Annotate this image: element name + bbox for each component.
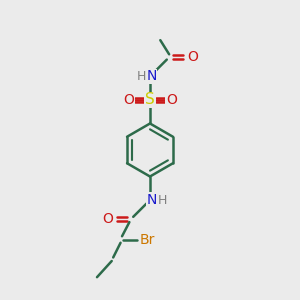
- Text: O: O: [166, 93, 177, 107]
- Text: S: S: [145, 92, 155, 107]
- Text: N: N: [146, 193, 157, 207]
- Text: Br: Br: [140, 233, 155, 247]
- Text: H: H: [136, 70, 146, 83]
- Text: O: O: [123, 93, 134, 107]
- Text: N: N: [146, 69, 157, 83]
- Text: H: H: [158, 194, 167, 207]
- Text: O: O: [102, 212, 113, 226]
- Text: O: O: [187, 50, 198, 64]
